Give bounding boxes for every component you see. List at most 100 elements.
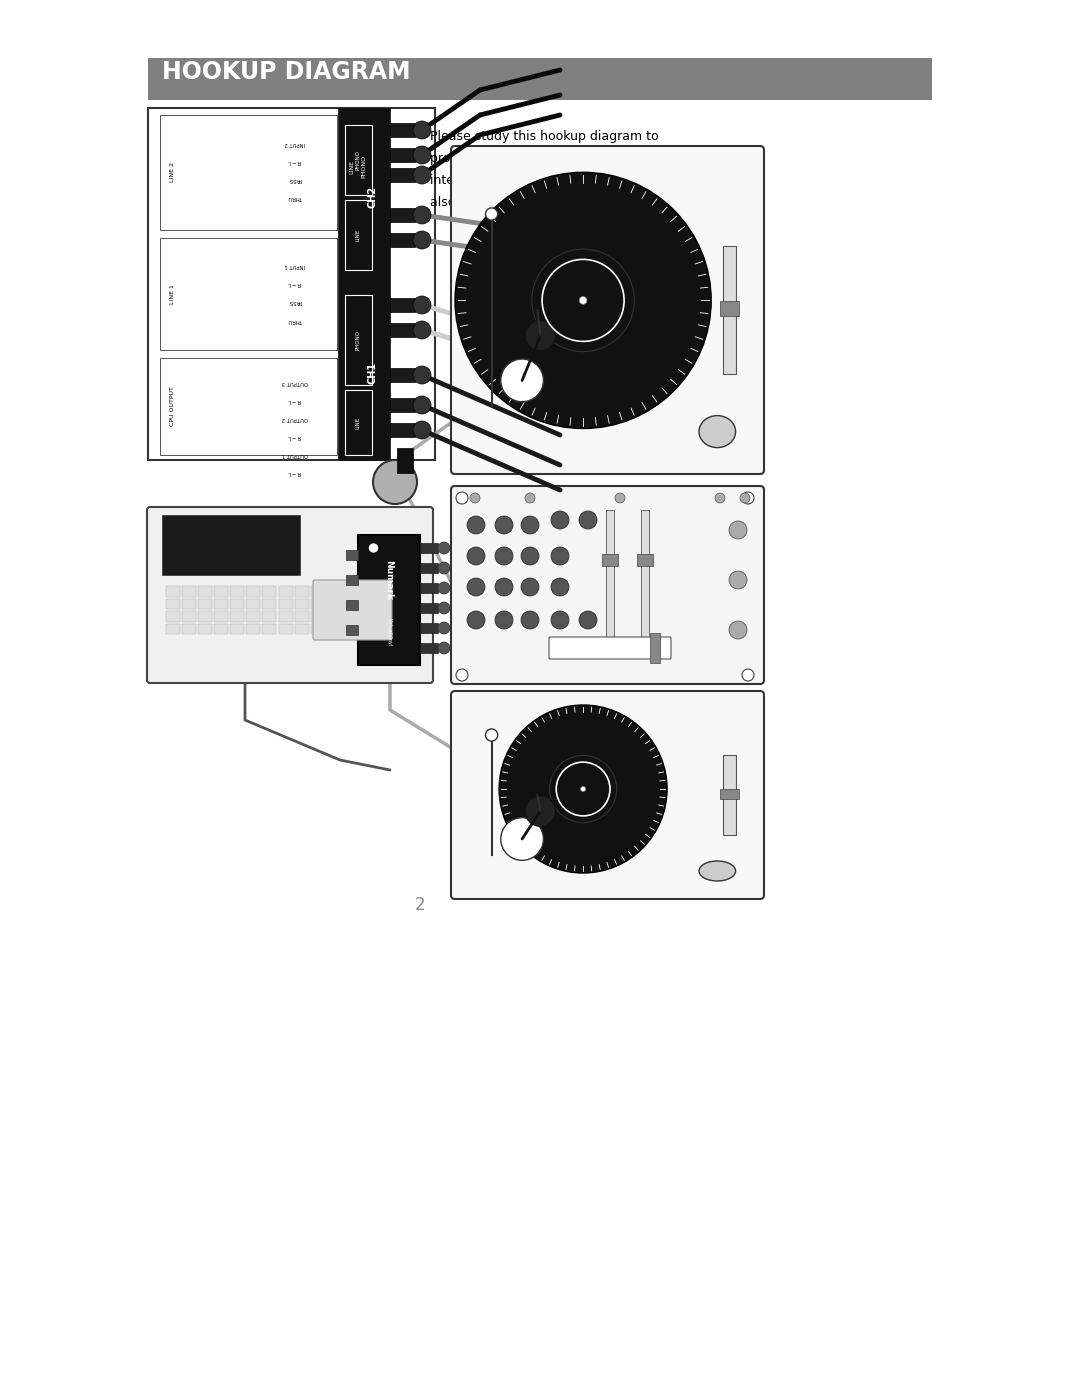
Bar <box>724 246 735 374</box>
Bar <box>198 598 212 609</box>
Text: PHONO: PHONO <box>362 155 366 177</box>
Bar <box>246 585 260 597</box>
Text: R ─ L: R ─ L <box>288 433 301 439</box>
Bar <box>390 367 415 381</box>
Bar <box>311 585 325 597</box>
Bar <box>246 598 260 609</box>
Text: interface box.  Detailed instructions are: interface box. Detailed instructions are <box>430 175 679 187</box>
Bar <box>359 585 373 597</box>
Circle shape <box>501 359 543 402</box>
Circle shape <box>413 166 431 184</box>
Bar <box>327 610 341 622</box>
Bar <box>375 610 389 622</box>
Circle shape <box>474 191 692 409</box>
Text: INPUT 2: INPUT 2 <box>285 141 306 147</box>
Circle shape <box>551 511 569 529</box>
Circle shape <box>729 622 747 638</box>
Circle shape <box>413 205 431 224</box>
Circle shape <box>512 718 654 861</box>
Bar <box>246 610 260 622</box>
Bar <box>390 398 415 412</box>
Bar <box>160 358 337 455</box>
Bar <box>345 295 372 386</box>
FancyBboxPatch shape <box>451 486 764 685</box>
Circle shape <box>438 562 450 574</box>
Circle shape <box>486 729 498 740</box>
Bar <box>342 610 356 622</box>
Bar <box>720 789 739 799</box>
Circle shape <box>456 492 468 504</box>
Bar <box>214 610 228 622</box>
Bar <box>390 323 415 337</box>
Bar <box>606 510 615 650</box>
Bar <box>345 124 372 196</box>
Bar <box>342 598 356 609</box>
Bar <box>602 555 618 566</box>
Bar <box>311 610 325 622</box>
Circle shape <box>456 669 468 680</box>
Bar <box>198 610 212 622</box>
Bar <box>230 610 244 622</box>
Bar <box>246 623 260 634</box>
Bar <box>279 598 293 609</box>
Bar <box>295 623 309 634</box>
Bar <box>214 598 228 609</box>
Circle shape <box>495 610 513 629</box>
Text: CH2: CH2 <box>367 186 377 208</box>
Bar <box>420 623 438 633</box>
Text: LINE: LINE <box>350 159 354 173</box>
Circle shape <box>742 492 754 504</box>
Circle shape <box>373 460 417 504</box>
Bar <box>279 623 293 634</box>
Text: PASS: PASS <box>288 177 301 182</box>
Bar <box>390 233 415 247</box>
Text: R ─ L: R ─ L <box>288 282 301 286</box>
Bar <box>390 123 415 137</box>
Bar <box>311 598 325 609</box>
Bar <box>160 237 337 351</box>
Bar <box>166 623 180 634</box>
Bar <box>346 599 357 610</box>
Ellipse shape <box>699 861 735 882</box>
Bar <box>345 390 372 455</box>
Circle shape <box>521 515 539 534</box>
Text: 2: 2 <box>415 895 426 914</box>
Circle shape <box>742 669 754 680</box>
Circle shape <box>438 583 450 594</box>
Text: R ─ L: R ─ L <box>288 398 301 402</box>
Text: OUTPUT 3: OUTPUT 3 <box>282 380 308 384</box>
Circle shape <box>501 817 543 861</box>
Text: HOOKUP DIAGRAM: HOOKUP DIAGRAM <box>162 60 410 84</box>
Circle shape <box>467 610 485 629</box>
Bar <box>342 623 356 634</box>
Circle shape <box>579 610 597 629</box>
Text: LINE: LINE <box>356 229 361 242</box>
Bar <box>390 168 415 182</box>
Bar <box>183 610 197 622</box>
Circle shape <box>467 578 485 597</box>
Bar <box>198 585 212 597</box>
Text: R ─ L: R ─ L <box>288 159 301 165</box>
Circle shape <box>525 796 555 826</box>
Bar <box>166 610 180 622</box>
Bar <box>342 585 356 597</box>
Bar <box>230 623 244 634</box>
Bar <box>346 550 357 560</box>
Circle shape <box>581 787 585 792</box>
Bar <box>295 585 309 597</box>
Circle shape <box>521 610 539 629</box>
Bar <box>650 633 660 664</box>
Text: PASS: PASS <box>288 299 301 305</box>
Circle shape <box>551 548 569 564</box>
Bar <box>148 59 932 101</box>
Bar <box>357 535 420 665</box>
Bar <box>346 576 357 585</box>
Circle shape <box>551 610 569 629</box>
Circle shape <box>467 548 485 564</box>
Circle shape <box>413 122 431 138</box>
Bar <box>338 108 390 460</box>
Text: R ─ L: R ─ L <box>288 469 301 475</box>
Bar <box>262 598 276 609</box>
Ellipse shape <box>699 415 735 447</box>
Circle shape <box>486 208 498 221</box>
